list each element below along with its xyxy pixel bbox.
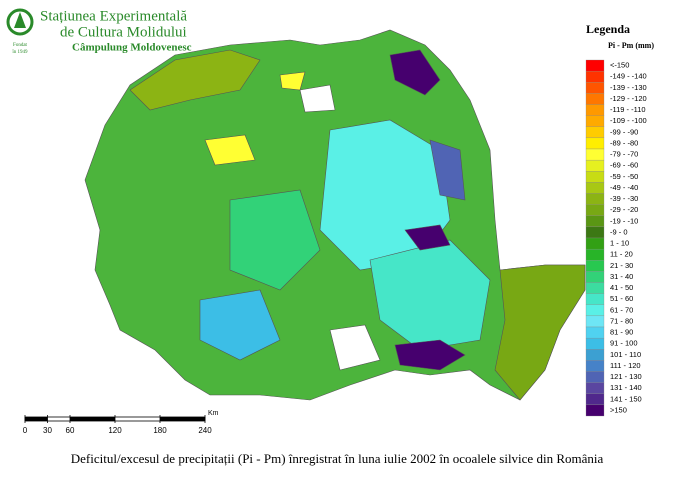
legend-label: -59 - -50 — [610, 172, 638, 181]
legend-label: -99 - -90 — [610, 127, 638, 136]
header-title: de Cultura Molidului — [60, 24, 187, 40]
header-subtitle: Câmpulung Moldovenesc — [72, 42, 192, 54]
legend-label: 31 - 40 — [610, 272, 633, 281]
scale-tick-label: 240 — [198, 426, 212, 435]
legend-label: -79 - -70 — [610, 150, 638, 159]
legend-label: -39 - -30 — [610, 194, 638, 203]
legend-label: 1 - 10 — [610, 239, 629, 248]
legend-label: -139 - -130 — [610, 83, 647, 92]
scale-bar-segment — [70, 417, 115, 421]
legend-swatch — [585, 371, 605, 383]
legend-label: -69 - -60 — [610, 161, 638, 170]
legend-label: -149 - -140 — [610, 72, 647, 81]
legend-label: -109 - -100 — [610, 116, 647, 125]
legend-swatch — [585, 204, 605, 216]
legend-label: 101 - 110 — [610, 350, 641, 359]
scale-bar-segment — [25, 417, 48, 421]
legend-swatch — [585, 360, 605, 372]
legend-label: -129 - -120 — [610, 94, 647, 103]
legend-label: 51 - 60 — [610, 294, 633, 303]
legend-swatch — [585, 326, 605, 339]
scale-tick-label: 180 — [153, 426, 167, 435]
legend-label: -89 - -80 — [610, 138, 638, 147]
legend-label: -19 - -10 — [610, 216, 638, 225]
legend-swatch — [585, 248, 605, 261]
legend-swatch — [585, 226, 605, 239]
scale-tick-label: 0 — [23, 426, 28, 435]
legend-swatch — [585, 271, 605, 283]
legend-label: 61 - 70 — [610, 305, 633, 314]
legend-swatch — [585, 126, 605, 139]
legend-swatch — [585, 171, 605, 183]
legend-swatch — [585, 237, 605, 250]
legend-label: 71 - 80 — [610, 316, 633, 325]
legend-swatch — [585, 193, 605, 205]
scale-tick-label: 30 — [43, 426, 52, 435]
legend-swatch — [585, 137, 605, 150]
caption: Deficitul/excesul de precipitații (Pi - … — [71, 451, 604, 466]
legend-label: 11 - 20 — [610, 250, 633, 259]
legend-label: 41 - 50 — [610, 283, 633, 292]
logo: Fondat în 1949 — [6, 8, 34, 55]
legend-label: 21 - 30 — [610, 261, 633, 270]
scale-tick-label: 60 — [66, 426, 75, 435]
legend-label: 81 - 90 — [610, 328, 633, 337]
legend-swatch — [585, 104, 605, 116]
legend-swatch — [585, 260, 605, 272]
legend-swatch — [585, 93, 605, 105]
legend-label: -49 - -40 — [610, 183, 638, 192]
legend-label: 141 - 150 — [610, 394, 642, 403]
legend-label: -29 - -20 — [610, 205, 638, 214]
scale-unit: Km — [208, 410, 219, 417]
scale-bar: 0 30 60 120 180 240 Km — [23, 410, 219, 435]
legend-label: 91 - 100 — [610, 339, 638, 348]
legend-label: -119 - -110 — [610, 105, 646, 114]
legend-subtitle: Pi - Pm (mm) — [608, 41, 654, 50]
legend-swatch — [585, 148, 605, 161]
legend-label: 131 - 140 — [610, 383, 642, 392]
legend-swatch — [585, 293, 605, 305]
legend-swatch — [585, 59, 605, 72]
legend-swatch — [585, 159, 605, 172]
legend-swatch — [585, 349, 605, 361]
legend-swatch — [585, 182, 605, 194]
legend-swatch — [585, 115, 605, 127]
legend-swatch — [585, 82, 605, 94]
scale-tick-label: 120 — [108, 426, 122, 435]
legend: <-150 -149 - -140 -139 - -130 -129 - -120 -1… — [585, 59, 647, 417]
legend-swatch — [585, 393, 605, 406]
legend-swatch — [585, 404, 605, 417]
legend-swatch — [585, 337, 605, 350]
legend-label: >150 — [610, 405, 627, 414]
legend-swatch — [585, 70, 605, 83]
legend-label: 121 - 130 — [610, 372, 642, 381]
legend-swatch — [585, 282, 605, 294]
legend-swatch — [585, 304, 605, 317]
legend-label: 111 - 120 — [610, 361, 641, 370]
legend-label: <-150 — [610, 61, 629, 70]
scale-bar-segment — [160, 417, 205, 421]
legend-swatch — [585, 382, 605, 394]
map — [84, 29, 586, 401]
header-title: Stațiunea Experimentală — [40, 8, 187, 24]
logo-text: Fondat — [13, 43, 28, 48]
legend-swatch — [585, 215, 605, 228]
legend-label: -9 - 0 — [610, 227, 628, 236]
legend-title: Legenda — [586, 22, 630, 36]
legend-swatch — [585, 315, 605, 328]
logo-text: în 1949 — [11, 50, 28, 55]
